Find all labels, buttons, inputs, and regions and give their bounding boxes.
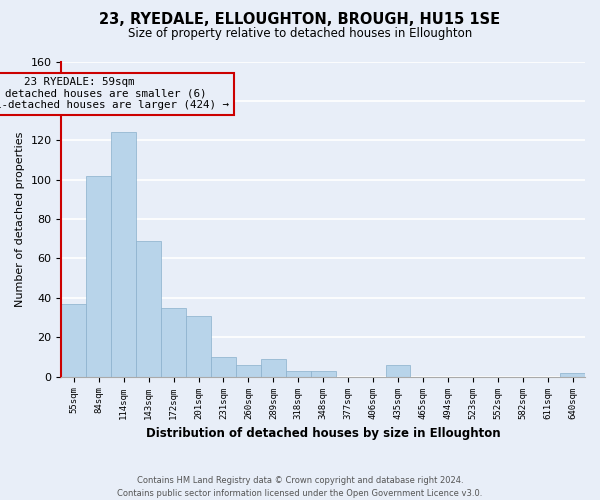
Bar (211, 357, 236, 376)
Text: 23, RYEDALE, ELLOUGHTON, BROUGH, HU15 1SE: 23, RYEDALE, ELLOUGHTON, BROUGH, HU15 1S… (100, 12, 500, 28)
Bar (261, 359, 286, 376)
Bar (111, 132, 136, 376)
Bar (286, 371, 311, 376)
Bar (311, 371, 335, 376)
Text: Size of property relative to detached houses in Elloughton: Size of property relative to detached ho… (128, 28, 472, 40)
Text: Contains HM Land Registry data © Crown copyright and database right 2024.
Contai: Contains HM Land Registry data © Crown c… (118, 476, 482, 498)
Bar (86, 176, 111, 376)
Bar (560, 373, 585, 376)
Bar (161, 308, 186, 376)
Bar (186, 316, 211, 376)
X-axis label: Distribution of detached houses by size in Elloughton: Distribution of detached houses by size … (146, 427, 500, 440)
Y-axis label: Number of detached properties: Number of detached properties (15, 132, 25, 307)
Bar (61, 304, 86, 376)
Bar (136, 241, 161, 376)
Bar (236, 365, 261, 376)
Bar (386, 365, 410, 376)
Text: 23 RYEDALE: 59sqm
← 1% of detached houses are smaller (6)
99% of semi-detached h: 23 RYEDALE: 59sqm ← 1% of detached house… (0, 78, 229, 110)
